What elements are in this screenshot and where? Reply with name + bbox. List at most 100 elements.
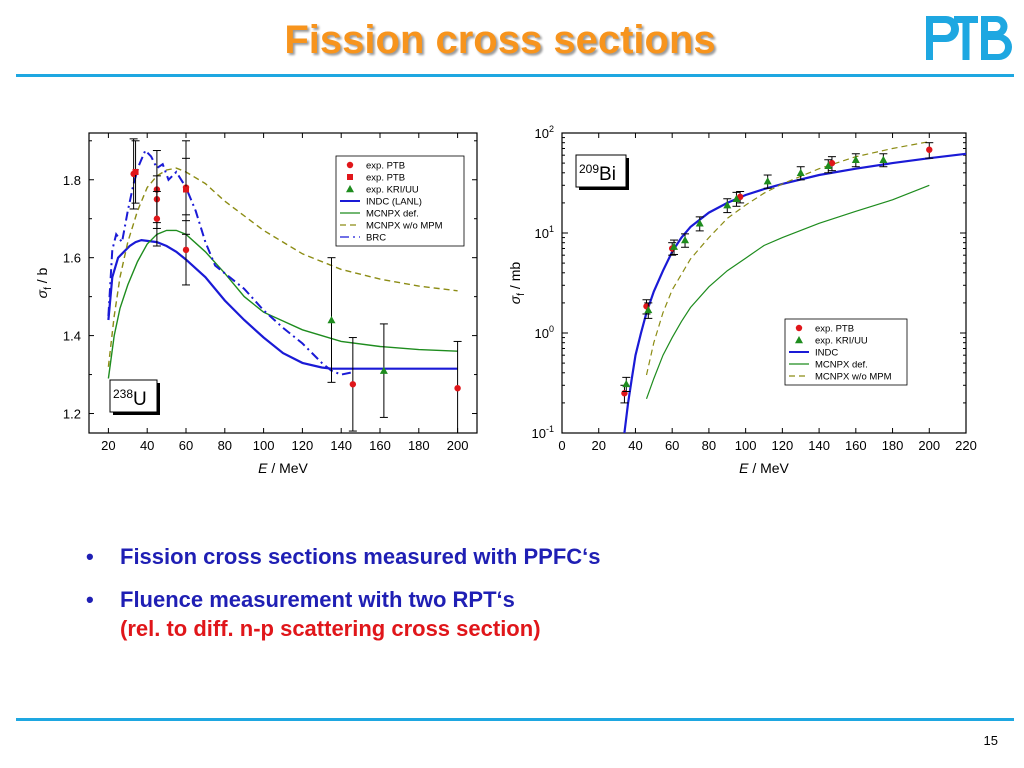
data-point xyxy=(796,168,805,176)
x-tick-label: 40 xyxy=(140,438,154,453)
bullet-subtext: rel. to diff. n-p scattering cross secti… xyxy=(127,616,534,641)
y-tick-label: 1.8 xyxy=(63,173,81,188)
data-point xyxy=(182,246,190,254)
x-tick-label: 60 xyxy=(179,438,193,453)
legend-label: BRC xyxy=(366,233,386,244)
y-tick-label: 102 xyxy=(535,124,554,141)
legend-marker xyxy=(346,161,354,169)
bullet-item: • Fluence measurement with two RPT‘s (re… xyxy=(86,585,601,643)
x-tick-label: 60 xyxy=(665,438,679,453)
bullet-list: • Fission cross sections measured with P… xyxy=(86,542,601,657)
legend-label: INDC (LANL) xyxy=(366,197,422,208)
isotope-label: 209Bi xyxy=(579,162,616,185)
x-tick-label: 100 xyxy=(735,438,757,453)
data-point xyxy=(622,379,631,388)
series-line xyxy=(107,238,458,370)
data-point xyxy=(670,242,679,250)
x-tick-label: 220 xyxy=(955,438,977,453)
data-point xyxy=(644,305,653,314)
x-tick-label: 200 xyxy=(918,438,940,453)
bullet-text: Fluence measurement with two RPT‘s xyxy=(120,587,515,612)
data-point xyxy=(695,219,704,227)
x-tick-label: 180 xyxy=(882,438,904,453)
data-point xyxy=(681,236,690,244)
legend-label: exp. PTB xyxy=(366,173,405,184)
legend-label: exp. KRI/UU xyxy=(366,185,419,196)
bullet-paren-close: ) xyxy=(533,616,541,641)
y-tick-label: 1.4 xyxy=(63,329,81,344)
data-point xyxy=(824,161,833,169)
legend-label: exp. KRI/UU xyxy=(815,336,868,347)
series-line xyxy=(107,167,458,367)
data-point xyxy=(183,186,189,193)
x-tick-label: 40 xyxy=(628,438,642,453)
data-point xyxy=(723,201,732,209)
x-tick-label: 180 xyxy=(408,438,430,453)
y-axis-label: σf / b xyxy=(34,267,54,298)
data-point xyxy=(851,155,860,163)
series-line xyxy=(645,184,930,400)
plot-frame xyxy=(561,132,967,434)
x-tick-label: 140 xyxy=(330,438,352,453)
data-point xyxy=(379,366,388,374)
isotope-box xyxy=(109,379,158,413)
x-tick-label: 100 xyxy=(253,438,275,453)
footer-rule xyxy=(16,718,1014,721)
y-tick-label: 100 xyxy=(535,324,554,341)
data-point xyxy=(736,193,744,201)
series-line xyxy=(645,141,930,376)
legend-marker xyxy=(346,185,354,193)
legend-label: INDC xyxy=(815,348,838,359)
series-line xyxy=(623,152,966,433)
data-point xyxy=(349,381,357,388)
legend-label: MCNPX def. xyxy=(366,209,419,220)
y-tick-label: 1.6 xyxy=(63,251,81,266)
y-axis-label: σf / mb xyxy=(507,262,527,305)
data-point xyxy=(732,194,741,202)
plot-frame xyxy=(88,132,478,434)
series-line xyxy=(107,229,458,379)
x-tick-label: 80 xyxy=(702,438,716,453)
series-group xyxy=(623,141,966,433)
bullet-item: • Fission cross sections measured with P… xyxy=(86,542,601,571)
x-tick-label: 120 xyxy=(292,438,314,453)
x-tick-label: 80 xyxy=(218,438,232,453)
bullet-text: Fission cross sections measured with PPF… xyxy=(120,544,601,569)
x-tick-label: 0 xyxy=(558,438,565,453)
legend-label: MCNPX w/o MPM xyxy=(815,372,892,383)
y-tick-label: 1.2 xyxy=(63,407,81,422)
x-tick-label: 140 xyxy=(808,438,830,453)
legend-label: exp. PTB xyxy=(815,324,854,335)
data-point xyxy=(763,177,772,185)
bullet-paren-open: ( xyxy=(120,616,128,641)
ptb-logo xyxy=(926,16,1012,60)
data-point xyxy=(132,168,139,175)
legend-marker xyxy=(795,324,803,332)
data-point xyxy=(879,155,888,163)
series-line xyxy=(107,148,352,376)
page-number: 15 xyxy=(983,733,998,748)
x-tick-label: 120 xyxy=(772,438,794,453)
x-tick-label: 200 xyxy=(447,438,469,453)
isotope-box xyxy=(575,154,627,188)
slide-title: Fission cross sections xyxy=(284,18,716,62)
x-tick-label: 160 xyxy=(369,438,391,453)
data-point xyxy=(327,316,336,324)
x-tick-label: 20 xyxy=(101,438,115,453)
chart-u238: 20 40 60 80 100 120 140 160 180 2001.21.41.61.8E … xyxy=(34,124,977,476)
legend-label: MCNPX def. xyxy=(815,360,868,371)
x-axis-label: E / MeV xyxy=(258,460,308,476)
bullet-dot: • xyxy=(86,544,94,569)
y-tick-label: 101 xyxy=(535,224,554,241)
data-point xyxy=(153,215,161,222)
x-axis-label: E / MeV xyxy=(739,460,789,476)
bullet-dot: • xyxy=(86,587,94,612)
header-rule xyxy=(16,74,1014,77)
legend-marker xyxy=(795,336,803,344)
data-point xyxy=(454,384,461,392)
data-point xyxy=(828,159,836,167)
legend-label: exp. PTB xyxy=(366,161,405,172)
data-point xyxy=(926,146,933,153)
x-tick-label: 20 xyxy=(591,438,605,453)
legend-marker xyxy=(347,174,353,180)
